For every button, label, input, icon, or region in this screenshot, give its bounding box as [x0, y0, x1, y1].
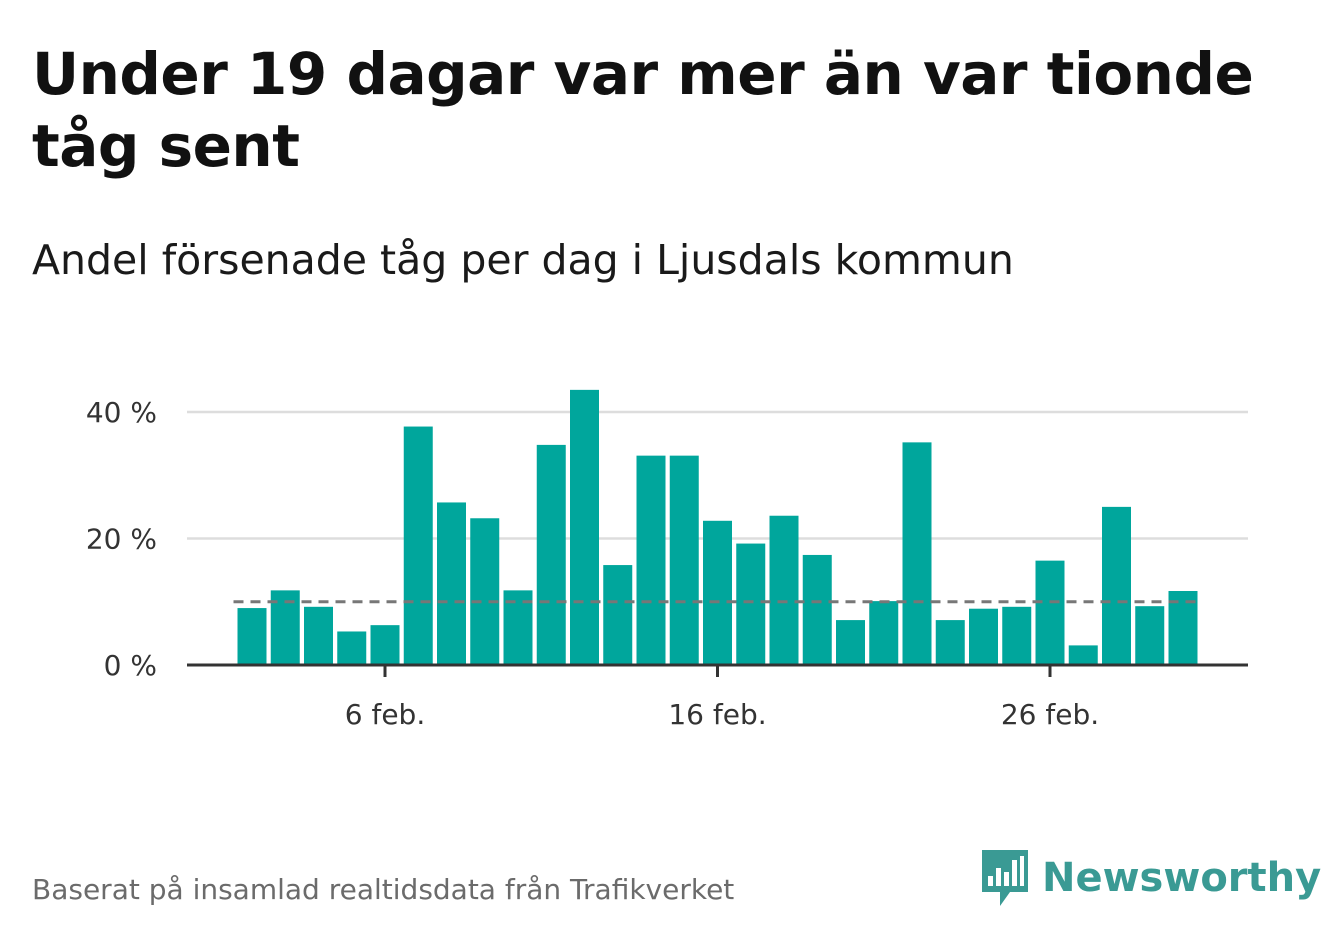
bar	[237, 608, 267, 665]
bar	[570, 389, 599, 665]
source-note: Baserat på insamlad realtidsdata från Tr…	[32, 873, 735, 906]
newsworthy-bar-icon	[982, 850, 1028, 906]
bar	[603, 565, 633, 665]
bar	[703, 520, 732, 665]
bar	[736, 543, 766, 665]
bar	[403, 426, 433, 665]
logo-text: Newsworthy	[1042, 855, 1322, 901]
newsworthy-logo: Newsworthy	[980, 848, 1321, 908]
y-tick-labels: 0 % 20 % 40 %	[86, 396, 157, 682]
bar	[337, 631, 367, 665]
bar	[1102, 506, 1131, 665]
bar-chart: 0 % 20 % 40 % 6 feb. 16 feb. 26 feb.	[86, 389, 1248, 731]
bar	[304, 606, 333, 665]
gridlines	[187, 410, 1248, 540]
chart-subtitle: Andel försenade tåg per dag i Ljusdals k…	[32, 236, 1014, 284]
x-tick-label: 16 feb.	[668, 698, 766, 731]
y-tick-label: 20 %	[86, 523, 157, 556]
bar	[636, 455, 666, 665]
bar	[769, 515, 799, 665]
bar	[437, 502, 466, 665]
bar	[1135, 606, 1165, 665]
bar	[869, 601, 899, 665]
chart-title: Under 19 dagar var mer än var tionde tåg…	[32, 40, 1254, 180]
bar	[969, 608, 998, 665]
bar	[669, 455, 699, 665]
bar	[902, 442, 932, 665]
y-tick-label: 0 %	[104, 649, 157, 682]
bar	[802, 554, 832, 665]
x-tick-label: 6 feb.	[345, 698, 425, 731]
bar	[935, 620, 965, 665]
bar	[1168, 590, 1198, 665]
bar	[836, 620, 865, 665]
bar	[1068, 645, 1098, 665]
bar	[1002, 606, 1032, 665]
axes	[187, 663, 1248, 677]
bar	[470, 518, 500, 665]
bar	[536, 444, 566, 665]
y-tick-label: 40 %	[86, 396, 157, 429]
x-tick-label: 26 feb.	[1001, 698, 1099, 731]
bar	[370, 625, 400, 665]
bar	[1035, 560, 1065, 665]
x-tick-labels: 6 feb. 16 feb. 26 feb.	[345, 698, 1099, 731]
bars	[237, 389, 1198, 665]
